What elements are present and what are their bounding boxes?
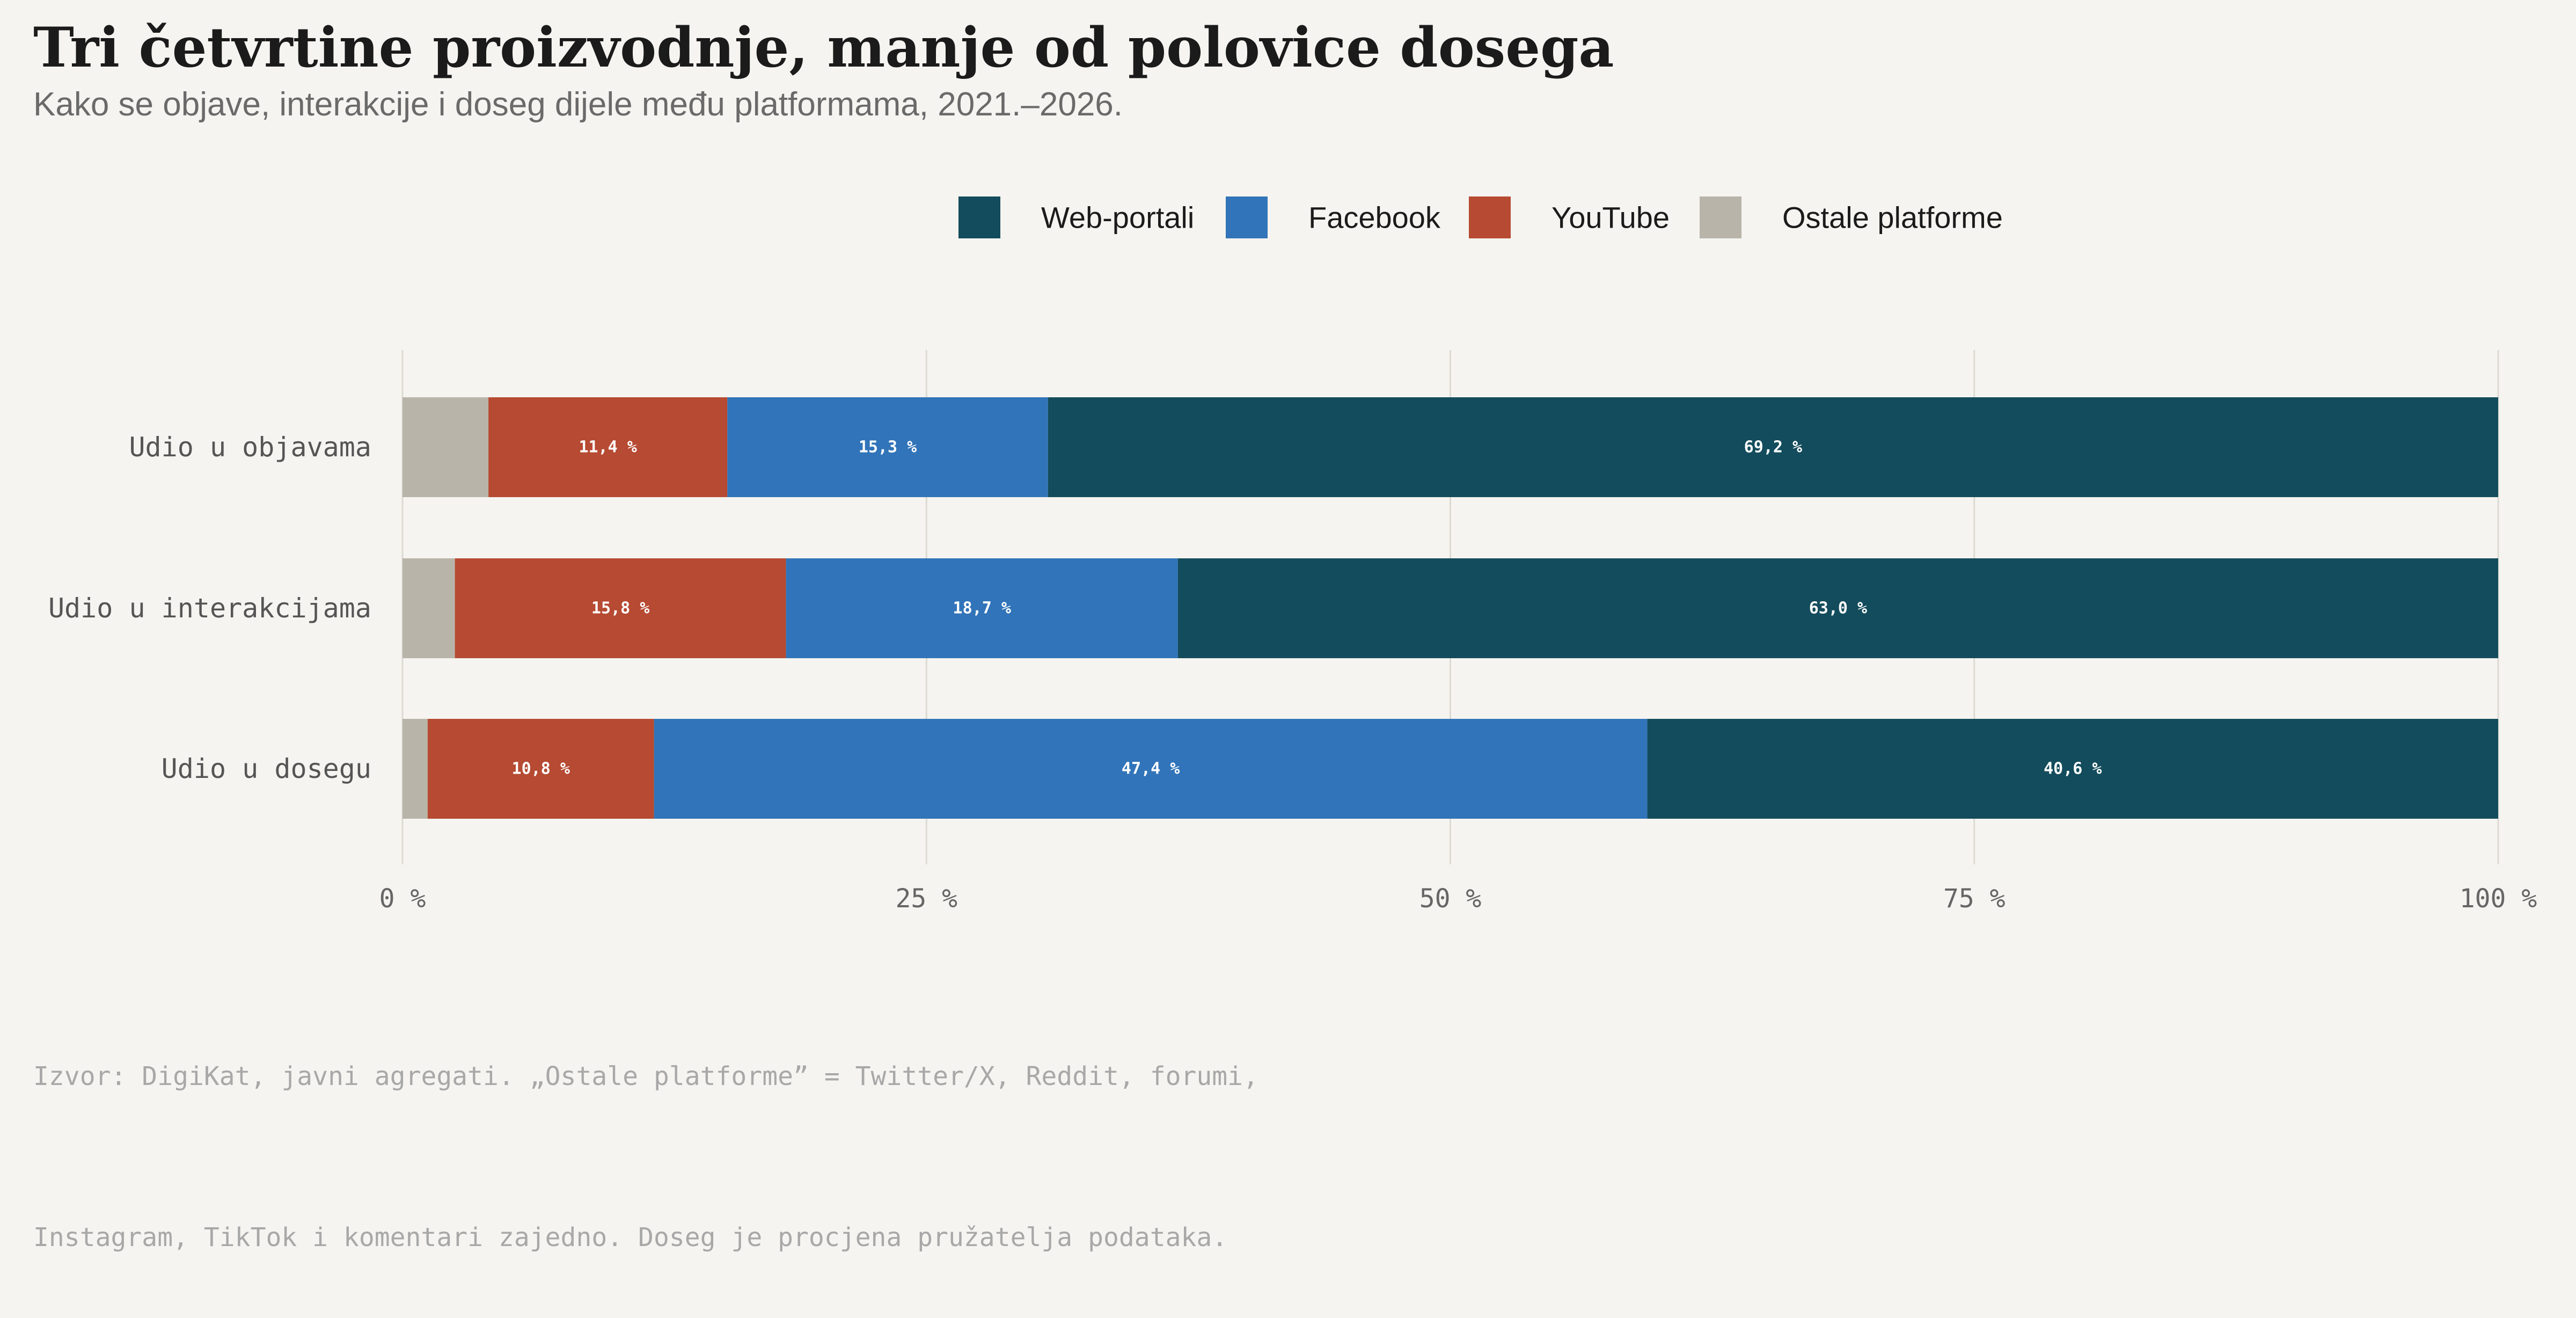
category-label-udio-u-dosegu: Udio u dosegu — [162, 753, 371, 784]
category-label-udio-u-interakcijama: Udio u interakcijama — [48, 593, 371, 624]
bar-facebook-udio-u-objavama — [727, 397, 1048, 497]
category-label-udio-u-objavama: Udio u objavama — [129, 432, 371, 463]
chart-title: Tri četvrtine proizvodnje, manje od polo… — [33, 16, 1614, 80]
legend-label-ostale-platforme: Ostale platforme — [1782, 201, 2003, 235]
x-tick-label-3: 75 % — [1943, 884, 2006, 914]
data-label-facebook-udio-u-objavama: 15,3 % — [859, 438, 917, 457]
legend-swatch-youtube — [1469, 196, 1511, 238]
legend-label-facebook: Facebook — [1308, 201, 1441, 235]
x-tick-label-0: 0 % — [379, 884, 426, 914]
bar-web-portali-udio-u-dosegu — [1647, 719, 2498, 819]
x-tick-label-1: 25 % — [895, 884, 957, 914]
legend-label-youtube: YouTube — [1552, 201, 1670, 235]
data-label-web-portali-udio-u-interakcijama: 63,0 % — [1809, 599, 1867, 618]
footnote: Izvor: DigiKat, javni agregati. „Ostale … — [33, 942, 1258, 1318]
data-label-youtube-udio-u-objavama: 11,4 % — [579, 438, 637, 457]
data-label-facebook-udio-u-dosegu: 47,4 % — [1122, 760, 1180, 778]
bar-ostale-platforme-udio-u-objavama — [402, 397, 489, 497]
bar-web-portali-udio-u-objavama — [1048, 397, 2498, 497]
bar-facebook-udio-u-dosegu — [654, 719, 1648, 819]
x-axis-ticks: 0 % 25 % 50 % 75 % 100 % — [379, 884, 2537, 914]
bar-facebook-udio-u-interakcijama — [786, 558, 1178, 658]
bar-web-portali-udio-u-interakcijama — [1177, 558, 2498, 658]
chart-subtitle: Kako se objave, interakcije i doseg dije… — [33, 86, 1123, 123]
data-label-web-portali-udio-u-dosegu: 40,6 % — [2044, 760, 2102, 778]
bar-ostale-platforme-udio-u-interakcijama — [402, 558, 455, 658]
footnote-line-1: Izvor: DigiKat, javni agregati. „Ostale … — [33, 1061, 1258, 1091]
legend: Web-portali Facebook YouTube Ostale platfor… — [958, 196, 2003, 238]
data-label-facebook-udio-u-interakcijama: 18,7 % — [953, 599, 1011, 618]
x-tick-label-2: 50 % — [1419, 884, 1482, 914]
data-label-youtube-udio-u-dosegu: 10,8 % — [512, 760, 570, 778]
legend-label-web-portali: Web-portali — [1041, 201, 1194, 235]
legend-swatch-facebook — [1226, 196, 1268, 238]
footnote-line-2: Instagram, TikTok i komentari zajedno. D… — [33, 1222, 1228, 1253]
category-labels: Udio u objavama Udio u interakcijama Udio … — [48, 432, 371, 784]
data-label-youtube-udio-u-interakcijama: 15,8 % — [591, 599, 649, 618]
bar-youtube-udio-u-objavama — [488, 397, 728, 497]
data-label-web-portali-udio-u-objavama: 69,2 % — [1744, 438, 1802, 457]
legend-swatch-ostale-platforme — [1700, 196, 1741, 238]
stacked-bar-chart: Web-portali Facebook YouTube Ostale platfor… — [48, 196, 2537, 914]
legend-swatch-web-portali — [958, 196, 1000, 238]
x-tick-label-4: 100 % — [2460, 884, 2537, 914]
bar-ostale-platforme-udio-u-dosegu — [402, 719, 428, 819]
bars: 11,4 % 15,3 % 69,2 % 15,8 % 18,7 % 63,0 % 10,8… — [402, 397, 2498, 819]
bar-youtube-udio-u-interakcijama — [455, 558, 786, 658]
bar-youtube-udio-u-dosegu — [427, 719, 654, 819]
